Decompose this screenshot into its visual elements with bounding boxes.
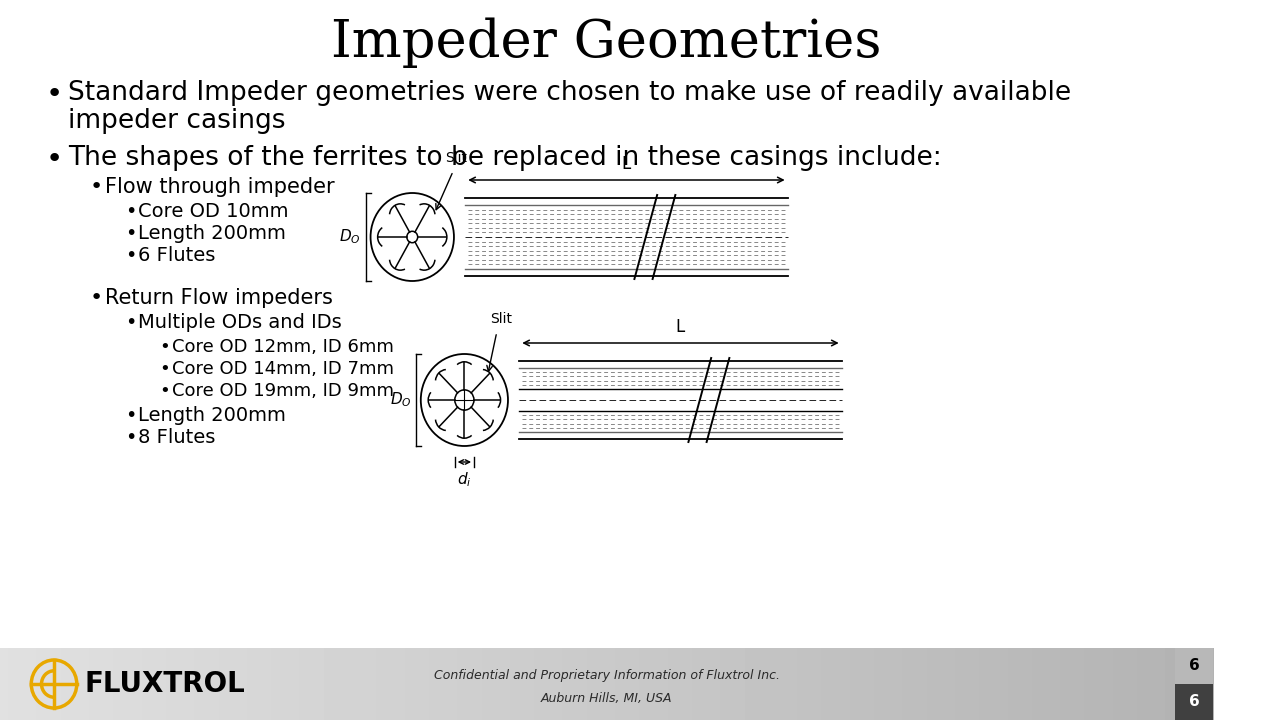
Text: Slit: Slit [490, 312, 512, 326]
Text: FLUXTROL: FLUXTROL [84, 670, 244, 698]
Text: •: • [159, 360, 170, 378]
Text: Core OD 10mm: Core OD 10mm [138, 202, 289, 221]
Text: Core OD 14mm, ID 7mm: Core OD 14mm, ID 7mm [172, 360, 393, 378]
Bar [1175, 648, 1213, 684]
Text: The shapes of the ferrites to be replaced in these casings include:: The shapes of the ferrites to be replace… [68, 145, 942, 171]
Text: •: • [125, 406, 137, 425]
Text: Length 200mm: Length 200mm [138, 224, 287, 243]
Text: •: • [46, 145, 63, 173]
Text: L: L [676, 318, 685, 336]
Text: •: • [159, 382, 170, 400]
Text: $d_i$: $d_i$ [457, 470, 471, 489]
Text: Length 200mm: Length 200mm [138, 406, 287, 425]
Text: $D_O$: $D_O$ [339, 228, 361, 246]
Text: L: L [622, 155, 631, 173]
Text: Impeder Geometries: Impeder Geometries [332, 17, 882, 68]
Text: •: • [90, 177, 104, 197]
Text: Flow through impeder: Flow through impeder [105, 177, 335, 197]
Text: Slit: Slit [445, 151, 467, 165]
Text: Core OD 19mm, ID 9mm: Core OD 19mm, ID 9mm [172, 382, 393, 400]
Text: Return Flow impeders: Return Flow impeders [105, 288, 333, 308]
Text: Confidential and Proprietary Information of Fluxtrol Inc.: Confidential and Proprietary Information… [434, 669, 780, 682]
Text: 6: 6 [1189, 659, 1199, 673]
Text: •: • [125, 224, 137, 243]
Text: impeder casings: impeder casings [68, 108, 285, 134]
Text: $D_O$: $D_O$ [389, 391, 411, 410]
Text: •: • [159, 338, 170, 356]
Text: •: • [125, 313, 137, 332]
Text: 6: 6 [1189, 695, 1199, 709]
Text: Auburn Hills, MI, USA: Auburn Hills, MI, USA [540, 692, 672, 705]
Text: 6 Flutes: 6 Flutes [138, 246, 216, 265]
Text: •: • [125, 246, 137, 265]
Text: •: • [90, 288, 104, 308]
Text: Core OD 12mm, ID 6mm: Core OD 12mm, ID 6mm [172, 338, 393, 356]
Text: •: • [46, 80, 63, 108]
Text: Standard Impeder geometries were chosen to make use of readily available: Standard Impeder geometries were chosen … [68, 80, 1071, 106]
Text: Multiple ODs and IDs: Multiple ODs and IDs [138, 313, 342, 332]
Text: •: • [125, 428, 137, 447]
Bar [1175, 684, 1213, 720]
Text: •: • [125, 202, 137, 221]
Text: 8 Flutes: 8 Flutes [138, 428, 216, 447]
